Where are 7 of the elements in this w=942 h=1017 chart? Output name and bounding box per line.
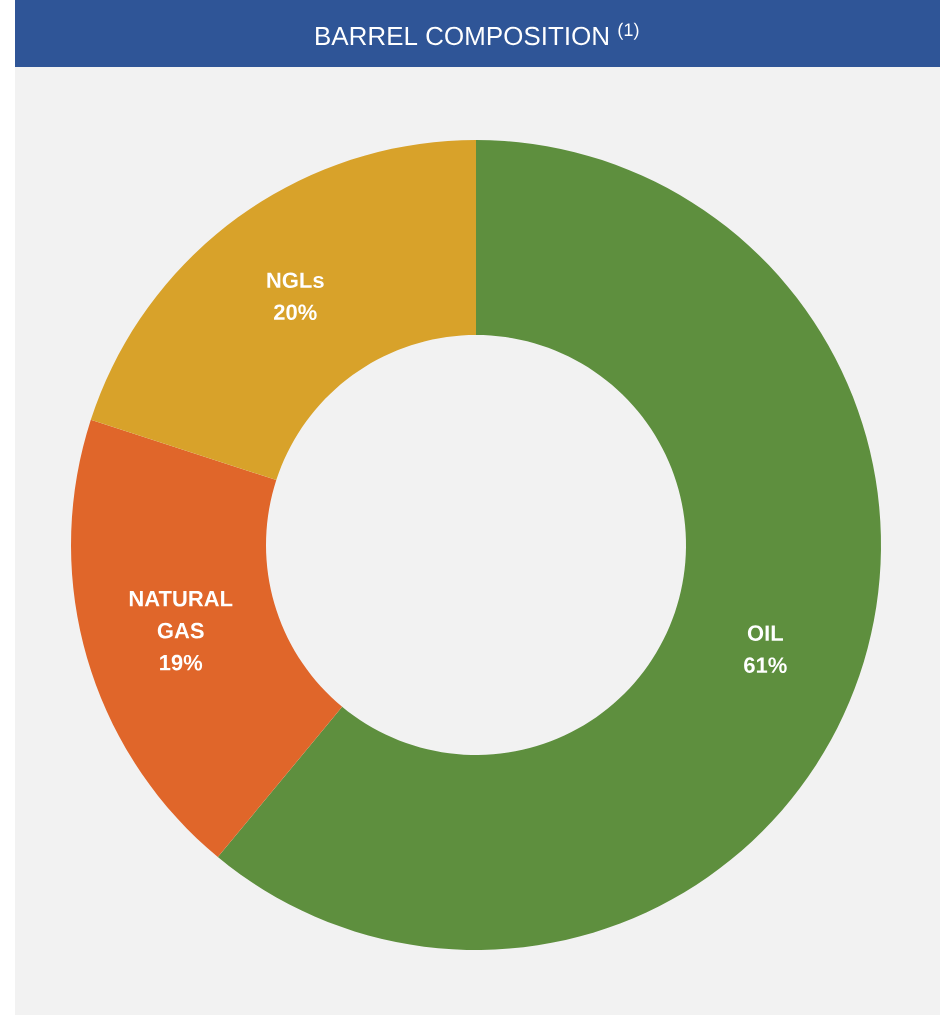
data-label: 20% <box>274 304 317 321</box>
slice-label: NGLs <box>267 272 324 289</box>
slice-label: OIL <box>747 625 783 641</box>
chart-title: BARREL COMPOSITION $^{(1)}$ <box>316 22 639 46</box>
data-label: 61% <box>744 657 787 673</box>
data-label: 19% <box>160 654 203 671</box>
slice-label: NATURAL GAS <box>129 591 233 639</box>
